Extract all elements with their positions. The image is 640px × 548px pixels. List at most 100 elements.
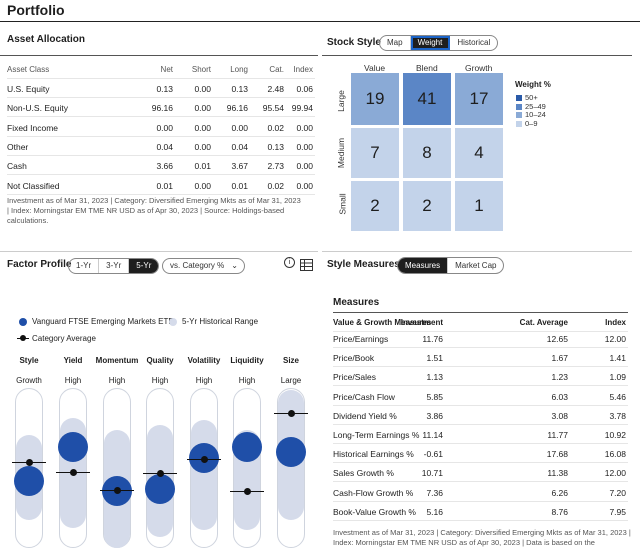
measure-label: Price/Book [333, 353, 375, 364]
asset-allocation-title: Asset Allocation [7, 34, 85, 45]
table-cell: 0.13 [231, 84, 248, 94]
legend-swatch [516, 103, 522, 110]
title-divider [0, 21, 640, 22]
measures-header: Value & Growth Measures Investment Cat. … [333, 313, 628, 332]
table-cell: 1.51 [426, 353, 443, 364]
table-cell: 7.95 [609, 506, 626, 517]
factor-level: Growth [16, 376, 42, 385]
col-index: Index [293, 65, 313, 74]
asset-class-label: Fixed Income [7, 122, 59, 133]
style-box-cell: 17 [455, 73, 503, 125]
style-col-blend: Blend [416, 63, 438, 73]
table-row: Not Classified 0.01 0.00 0.01 0.02 0.00 [7, 176, 315, 195]
category-dropdown[interactable]: vs. Category % ⌄ [162, 258, 245, 274]
col-long: Long [230, 65, 248, 74]
table-cell: 3.86 [426, 410, 443, 421]
table-row: Long-Term Earnings % 11.14 11.77 10.92 [333, 425, 628, 444]
table-cell: 10.92 [604, 430, 626, 440]
factor-fund-marker[interactable] [232, 432, 262, 462]
measure-label: Book-Value Growth % [333, 506, 416, 517]
measure-label: Sales Growth % [333, 468, 394, 479]
tab-weight[interactable]: Weight [410, 36, 451, 50]
measure-label: Historical Earnings % [333, 449, 414, 460]
stock-style-title: Stock Style [327, 37, 381, 48]
tab-5yr[interactable]: 5-Yr [129, 259, 159, 273]
measures-subtitle: Measures [333, 297, 380, 308]
factor-historical-range [191, 420, 217, 530]
table-row: Sales Growth % 10.71 11.38 12.00 [333, 463, 628, 483]
table-cell: 0.00 [194, 84, 211, 94]
style-box-cell: 2 [403, 181, 451, 231]
style-box-cell: 41 [403, 73, 451, 125]
style-box-cell: 7 [351, 128, 399, 178]
table-cell: 11.76 [422, 334, 443, 344]
col-asset-class: Asset Class [7, 65, 50, 74]
table-cell: 2.48 [267, 84, 284, 94]
table-cell: 6.26 [551, 487, 568, 498]
legend-label: 10–24 [525, 110, 546, 119]
legend-swatch [516, 112, 522, 118]
page-title: Portfolio [7, 2, 65, 18]
factor-level: High [64, 376, 82, 385]
asset-allocation-header: Asset Class Net Short Long Cat. Index [7, 60, 315, 79]
table-row: Book-Value Growth % 5.16 8.76 7.95 [333, 502, 628, 521]
table-cell: 95.54 [262, 103, 284, 114]
table-cell: 96.16 [226, 103, 248, 114]
table-cell: 0.02 [267, 122, 284, 133]
table-cell: 0.00 [296, 141, 313, 152]
table-row: Price/Book 1.51 1.67 1.41 [333, 348, 628, 368]
factor-name: Size [282, 356, 299, 365]
measure-label: Dividend Yield % [333, 410, 397, 421]
table-cell: 0.01 [194, 161, 211, 172]
tab-measures[interactable]: Measures [398, 258, 449, 273]
table-cell: 5.16 [426, 506, 443, 517]
table-cell: 11.14 [422, 430, 443, 440]
factor-profile-title: Factor Profile [7, 259, 72, 270]
tab-3yr[interactable]: 3-Yr [99, 259, 130, 273]
table-cell: 0.00 [194, 141, 211, 152]
factor-fund-marker[interactable] [58, 432, 88, 462]
table-row: Other 0.04 0.00 0.04 0.13 0.00 [7, 137, 315, 156]
table-cell: 0.00 [194, 103, 211, 114]
tab-historical[interactable]: Historical [457, 38, 491, 47]
factor-fund-marker[interactable] [276, 437, 306, 467]
table-row: Price/Cash Flow 5.85 6.03 5.46 [333, 387, 628, 406]
measure-label: Price/Earnings [333, 334, 389, 344]
col-investment: Investment [400, 318, 443, 327]
factor-category-avg-dot [25, 459, 33, 466]
table-cell: 3.67 [231, 161, 248, 172]
table-cell: -0.61 [423, 449, 443, 460]
table-cell: 3.08 [551, 410, 568, 421]
tab-market-cap[interactable]: Market Cap [455, 261, 497, 270]
factor-level: High [238, 376, 256, 385]
factor-level: Large [280, 376, 302, 385]
fund-legend-swatch [19, 318, 27, 326]
info-icon[interactable]: i [284, 257, 295, 268]
table-cell: 0.00 [156, 122, 173, 133]
table-cell: 11.38 [547, 468, 568, 479]
table-cell: 0.00 [296, 161, 313, 172]
legend-swatch [516, 95, 522, 101]
table-view-icon[interactable] [300, 259, 313, 273]
legend-label: 25–49 [525, 101, 546, 111]
factor-category-avg-dot [113, 487, 121, 494]
col-cat-average: Cat. Average [519, 318, 568, 327]
factor-name: Quality [146, 356, 174, 365]
factor-fund-marker[interactable] [14, 466, 44, 496]
table-row: Price/Earnings 11.76 12.65 12.00 [333, 329, 628, 348]
legend-label: 50+ [525, 93, 538, 102]
table-row: Cash-Flow Growth % 7.36 6.26 7.20 [333, 483, 628, 502]
measures-divider-top [322, 251, 632, 252]
factor-fund-marker[interactable] [145, 474, 175, 504]
table-row: Non-U.S. Equity 96.16 0.00 96.16 95.54 99.94 [7, 98, 315, 118]
tab-1yr[interactable]: 1-Yr [69, 259, 100, 273]
legend-label: 0–9 [525, 118, 538, 128]
tab-map[interactable]: Map [380, 36, 411, 50]
avg-legend-label: Category Average [32, 334, 96, 343]
range-legend-swatch [169, 318, 177, 326]
range-legend-label: 5-Yr Historical Range [182, 317, 259, 326]
table-cell: 0.01 [156, 180, 173, 191]
table-cell: 0.00 [296, 180, 313, 191]
table-cell: 3.78 [609, 410, 626, 421]
stock-style-divider [322, 55, 632, 56]
